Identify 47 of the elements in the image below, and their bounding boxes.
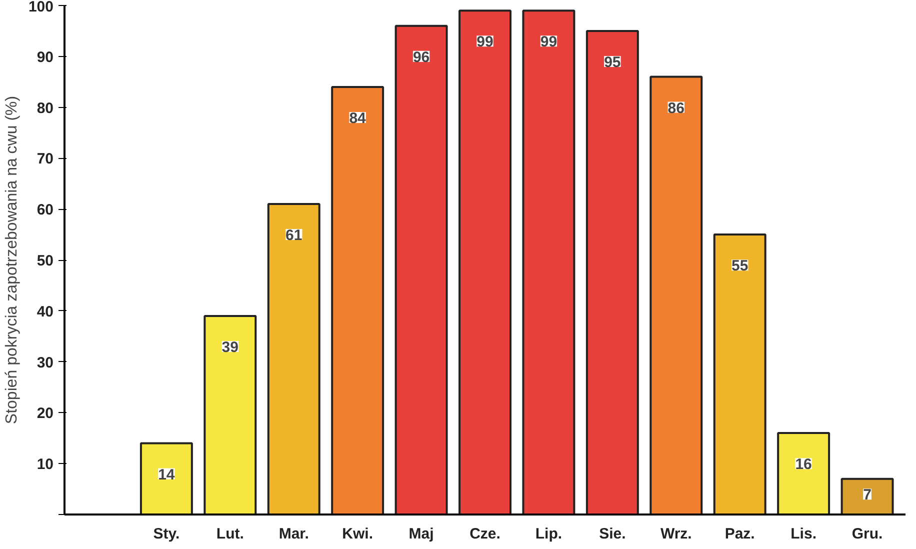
y-tick-label: 70 (36, 150, 54, 168)
x-tick-label: Mar. (278, 526, 309, 542)
data-label: 16 (795, 456, 812, 474)
y-tick-label: 40 (36, 303, 54, 320)
bar (777, 432, 830, 514)
x-tick-label: Paz. (724, 526, 755, 542)
y-tick-label: 100 (28, 0, 54, 16)
data-label: 61 (286, 227, 302, 244)
bar (840, 478, 894, 514)
x-tick-label: Lut. (216, 526, 244, 542)
data-label: 96 (412, 48, 430, 66)
bar (650, 76, 703, 514)
y-tick-label: 80 (36, 100, 54, 117)
bar (713, 234, 766, 514)
bar (586, 30, 639, 514)
bar (140, 442, 193, 514)
x-tick-label: Cze. (470, 526, 500, 542)
bar (204, 314, 257, 514)
data-label: 84 (349, 110, 367, 127)
bar (331, 86, 384, 514)
x-tick-label: Lip. (535, 526, 562, 542)
data-label: 39 (222, 339, 238, 356)
x-tick-label: Gru. (852, 526, 883, 542)
y-tick-label: 20 (36, 405, 54, 422)
data-label: 95 (604, 54, 621, 71)
data-label: 14 (158, 466, 176, 484)
bar (522, 10, 576, 514)
y-tick-label: 60 (36, 202, 54, 219)
x-tick-label: Wrz. (660, 526, 692, 542)
bar (458, 10, 512, 514)
x-tick-label: Sie. (599, 526, 626, 542)
y-axis-title: Stopień pokrycia zapotrzebowania na cwu (%) (3, 96, 20, 424)
y-tick-label: 90 (36, 48, 54, 66)
data-label: 99 (476, 34, 494, 51)
data-label: 7 (863, 486, 872, 504)
bar (267, 203, 320, 514)
data-label: 55 (732, 258, 748, 275)
y-tick-label: 50 (36, 252, 54, 270)
y-tick-label: 10 (36, 456, 54, 474)
x-tick-label: Lis. (790, 526, 816, 542)
data-label: 99 (540, 34, 558, 51)
x-tick-label: Maj (408, 526, 434, 542)
bar (394, 24, 448, 514)
data-label: 86 (668, 100, 684, 117)
y-tick-label: 30 (36, 354, 54, 372)
x-tick-label: Sty. (153, 526, 180, 542)
x-tick-label: Kwi. (342, 526, 373, 542)
